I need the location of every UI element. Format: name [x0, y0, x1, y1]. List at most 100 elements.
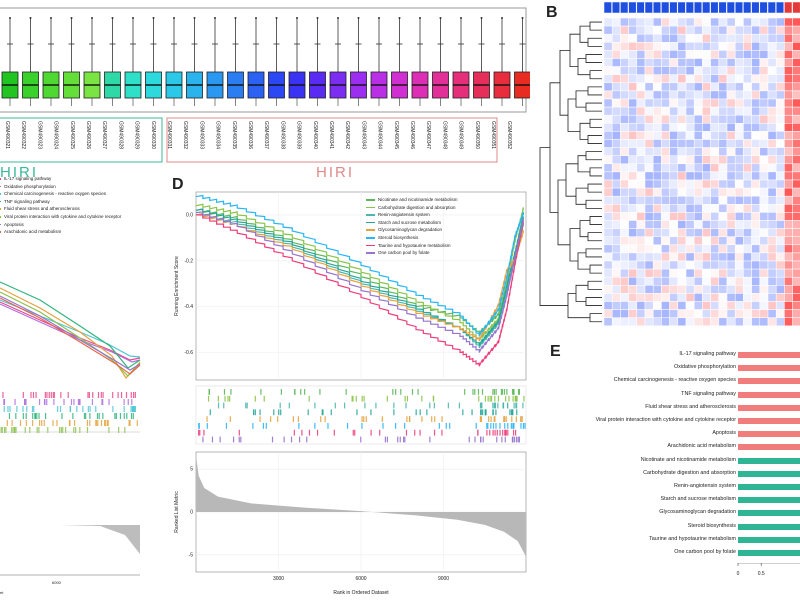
heatmap-cell [767, 236, 777, 246]
hit-tick [502, 429, 504, 436]
hit-tick [129, 420, 131, 426]
group-bar-cell [603, 1, 612, 14]
hit-tick [510, 409, 513, 416]
heatmap-cell [669, 179, 679, 189]
hit-tick [11, 427, 13, 433]
hit-tick [406, 395, 409, 402]
hit-tick [507, 423, 509, 429]
heatmap-cell [652, 268, 662, 278]
hit-tick [85, 413, 87, 419]
hit-tick [512, 429, 515, 436]
heatmap-cell [611, 42, 621, 51]
hit-tick [477, 389, 480, 395]
heatmap-cell [792, 106, 800, 116]
heatmap-cell [661, 293, 670, 302]
heatmap-cell [792, 147, 800, 156]
hit-tick [130, 392, 132, 398]
hit-tick [354, 429, 356, 436]
heatmap-cell [693, 244, 703, 254]
heatmap-cell [784, 25, 793, 35]
hit-tick [474, 436, 476, 443]
heatmap-cell [726, 98, 736, 108]
sample-boxplot [165, 17, 183, 106]
heatmap-cell [603, 25, 613, 35]
group-bar-cell [734, 1, 744, 14]
legend-swatch [366, 214, 375, 216]
heatmap-cell [726, 42, 736, 51]
heatmap-cell [743, 17, 752, 27]
heatmap-cell [710, 131, 720, 140]
heatmap-cell [784, 58, 793, 67]
hit-tick [271, 436, 274, 443]
heatmap-cell [767, 220, 777, 229]
heatmap-cell [743, 98, 752, 108]
heatmap-cell [718, 171, 728, 181]
heatmap-cell [636, 139, 646, 148]
legend-swatch [366, 199, 375, 201]
hit-tick [307, 409, 309, 416]
hit-tick [57, 406, 59, 412]
hit-tick [493, 389, 496, 395]
hit-tick [73, 420, 76, 426]
heatmap-cell [685, 252, 695, 262]
heatmap-cell [767, 147, 777, 156]
hit-tick [516, 395, 518, 402]
heatmap-cell [652, 317, 662, 327]
heatmap-cell [603, 114, 613, 124]
heatmap-cell [767, 171, 777, 181]
panel-b-heatmap [539, 1, 800, 327]
hit-tick [120, 392, 123, 398]
hit-tick [499, 429, 501, 436]
heatmap-cell [628, 163, 638, 173]
heatmap-cell [767, 195, 777, 205]
heatmap-cell [652, 309, 662, 318]
heatmap-cell [685, 309, 695, 318]
heatmap-cell [767, 123, 777, 132]
heatmap-cell [784, 90, 793, 100]
hit-tick [485, 409, 487, 416]
sample-id-label: GSM490326 [85, 121, 91, 149]
heatmap-cell [685, 220, 695, 229]
hit-tick [406, 416, 408, 422]
heatmap-cell [726, 155, 736, 165]
heatmap-cell [792, 90, 800, 100]
heatmap-cell [636, 204, 646, 213]
heatmap-cell [603, 195, 613, 205]
bar [738, 391, 800, 398]
hit-tick [304, 389, 306, 395]
hit-tick [480, 436, 482, 443]
heatmap-cell [718, 285, 728, 294]
heatmap-cell [620, 58, 629, 67]
legend-item: TNF signaling pathway [0, 198, 121, 206]
heatmap-cell [775, 179, 785, 189]
hit-tick [297, 416, 300, 422]
heatmap-cell [718, 90, 728, 100]
hit-tick [314, 402, 316, 409]
heatmap-cell [636, 25, 646, 35]
heatmap-cell [661, 123, 670, 132]
group-bar-cell [628, 1, 637, 14]
legend-item: Arachidonic acid metabolism [0, 228, 121, 236]
sample-boxplot [145, 17, 162, 106]
hit-tick [404, 423, 406, 429]
legend-swatch [0, 215, 1, 218]
heatmap-cell [767, 25, 777, 35]
heatmap-cell [743, 139, 752, 148]
legend-label: Taurine and hypotaurine metabolism [378, 242, 451, 248]
heatmap-dendrogram [539, 21, 602, 323]
bar [738, 457, 800, 464]
hit-tick [238, 436, 240, 443]
panel-c-x-tick: 6000 [52, 580, 62, 585]
heatmap-cell [669, 187, 679, 197]
heatmap-cell [636, 147, 646, 156]
heatmap-cell [685, 139, 695, 148]
hit-tick [65, 427, 67, 433]
heatmap-cells [603, 17, 800, 327]
legend-label: Chemical carcinogenesis - reactive oxyge… [4, 191, 107, 197]
heatmap-cell [759, 195, 769, 205]
heatmap-cell [751, 252, 761, 262]
heatmap-cell [611, 163, 621, 173]
heatmap-cell [685, 33, 695, 43]
heatmap-cell [693, 123, 703, 132]
heatmap-cell [620, 268, 629, 278]
